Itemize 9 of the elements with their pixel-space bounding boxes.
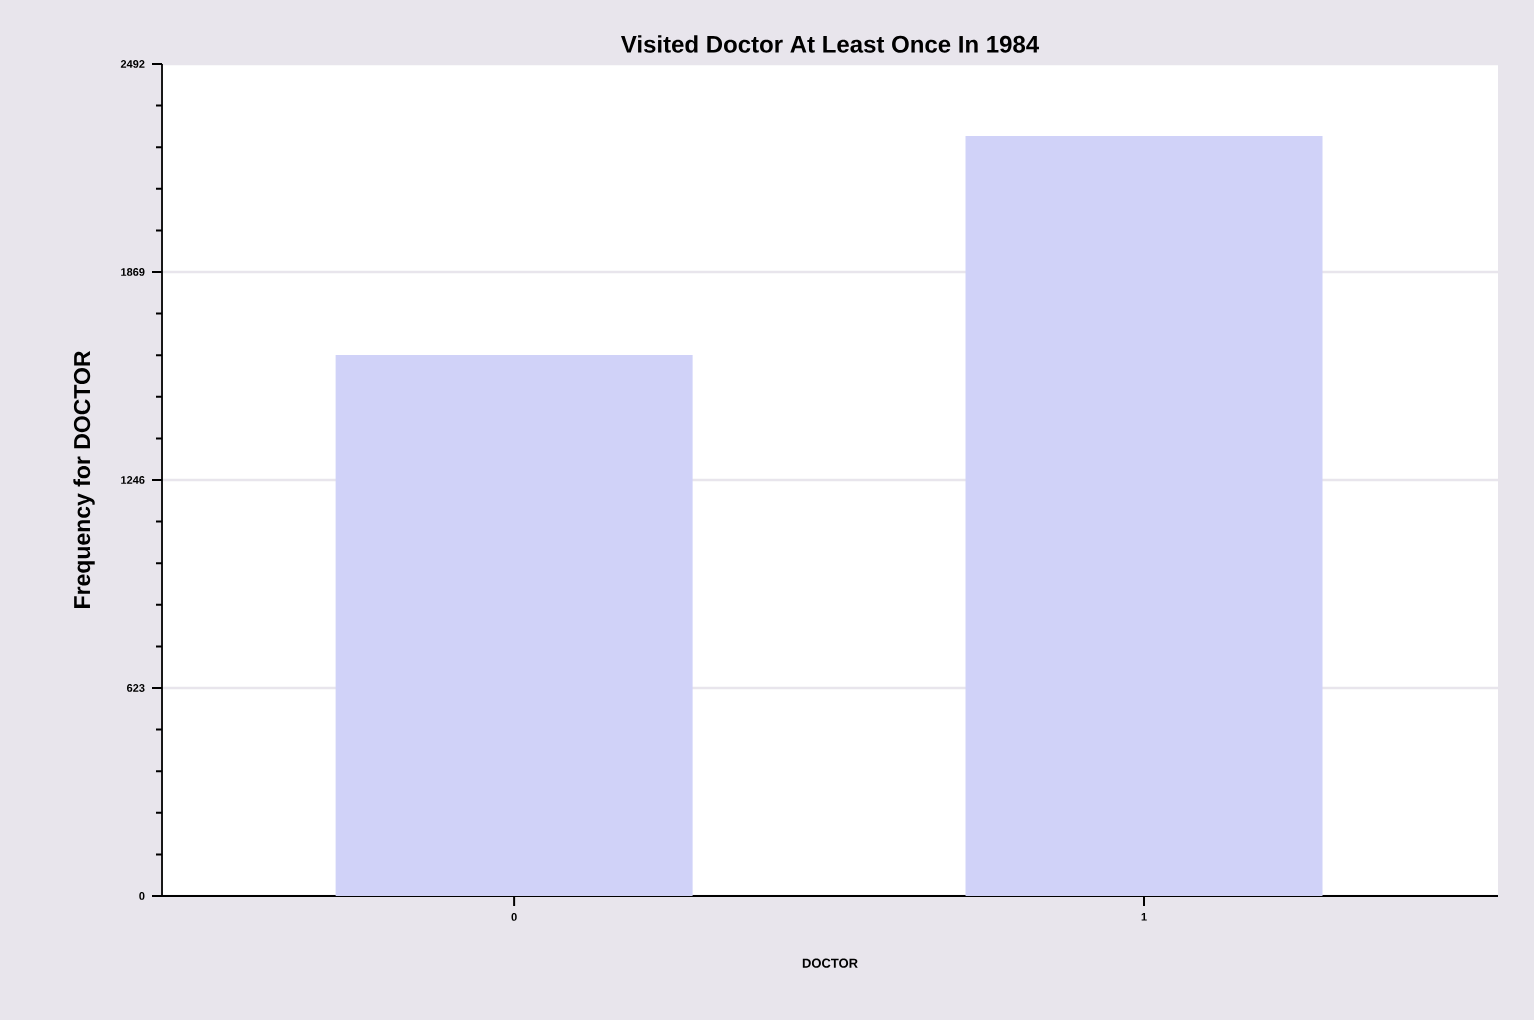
y-tick-label: 0 [139, 892, 145, 900]
chart-title: Visited Doctor At Least Once In 1984 [620, 35, 1040, 53]
y-tick-label: 623 [127, 684, 145, 692]
x-axis-title: DOCTOR [802, 958, 858, 968]
y-tick-label: 1869 [121, 268, 145, 276]
y-tick-label: 1246 [121, 476, 145, 484]
y-tick-label: 2492 [120, 60, 145, 68]
x-tick-label: 1 [1141, 913, 1147, 921]
y-axis-title: Frequency for DOCTOR [73, 350, 95, 608]
